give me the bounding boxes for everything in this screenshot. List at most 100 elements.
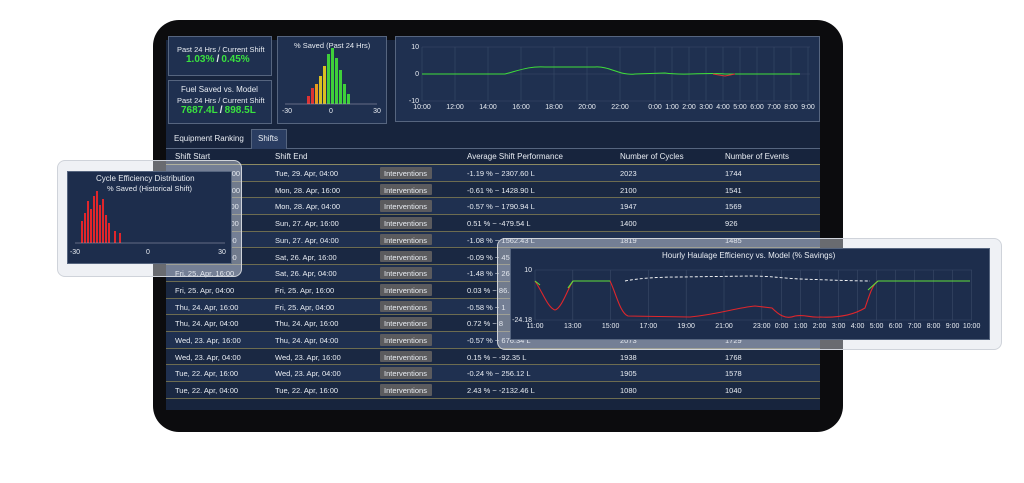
x-tick-label: 30 bbox=[373, 108, 381, 115]
interventions-label[interactable]: Interventions bbox=[384, 386, 427, 396]
column-header: Average Shift Performance bbox=[467, 152, 563, 161]
table-cell: Sun, 27. Apr, 16:00 bbox=[275, 219, 339, 229]
interventions-label[interactable]: Interventions bbox=[384, 319, 427, 329]
interventions-button[interactable] bbox=[380, 183, 432, 196]
interventions-label[interactable]: Interventions bbox=[384, 352, 427, 362]
table-cell: Fri, 25. Apr, 16:00 bbox=[275, 285, 335, 295]
tab[interactable]: Equipment Ranking bbox=[174, 134, 244, 143]
table-cell: -0.58 % ~ 1 bbox=[467, 302, 506, 312]
interventions-label[interactable]: Interventions bbox=[384, 219, 427, 229]
histogram: -30 0 30 bbox=[282, 48, 381, 115]
table-cell: Sat, 26. Apr, 16:00 bbox=[275, 252, 337, 262]
table-cell: 2023 bbox=[620, 169, 637, 178]
interventions-label[interactable]: Interventions bbox=[384, 202, 427, 212]
kpi-title: Fuel Saved vs. Model bbox=[181, 85, 258, 94]
bar bbox=[347, 94, 350, 104]
bar bbox=[87, 201, 89, 243]
bar bbox=[343, 84, 346, 104]
interventions-label[interactable]: Interventions bbox=[384, 285, 427, 295]
x-tick-label: 7:00 bbox=[767, 104, 781, 111]
table-cell: Tue, 29. Apr, 04:00 bbox=[275, 169, 339, 178]
interventions-label[interactable]: Interventions bbox=[384, 185, 427, 195]
interventions-label[interactable]: Interventions bbox=[384, 235, 427, 245]
x-tick-label: 6:00 bbox=[750, 104, 764, 111]
kpi-value: 7687.4L / 898.5L bbox=[181, 105, 256, 116]
interventions-button[interactable] bbox=[380, 250, 432, 263]
y-tick-label: -24.18 bbox=[512, 317, 532, 324]
interventions-button[interactable] bbox=[380, 317, 432, 329]
kpi-subtitle: Past 24 Hrs / Current Shift bbox=[177, 96, 265, 105]
bar bbox=[335, 58, 338, 104]
histogram-bars bbox=[307, 48, 350, 104]
tab-active[interactable] bbox=[251, 129, 287, 149]
x-tick-label: 30 bbox=[218, 249, 226, 256]
table-cell: Mon, 28. Apr, 04:00 bbox=[275, 202, 341, 212]
interventions-button[interactable] bbox=[380, 350, 432, 363]
kpi-value-shift: 0.45% bbox=[221, 54, 250, 65]
x-tick-label: 2:00 bbox=[682, 104, 696, 111]
interventions-button[interactable] bbox=[380, 367, 432, 380]
interventions-label[interactable]: Interventions bbox=[384, 336, 427, 345]
tab[interactable]: Shifts bbox=[258, 134, 279, 143]
table-cell: 1400 bbox=[620, 219, 637, 229]
x-tick-label: 17:00 bbox=[640, 323, 658, 330]
interventions-button[interactable] bbox=[380, 267, 432, 279]
table-cell: 1729 bbox=[725, 336, 742, 345]
interventions-label[interactable]: Interventions bbox=[384, 252, 427, 262]
kpi-value-24h: 1.03% bbox=[186, 54, 215, 65]
column-header: Shift Start bbox=[175, 152, 211, 161]
table-row bbox=[166, 215, 820, 232]
interventions-button[interactable] bbox=[380, 300, 432, 313]
table-cell: 1080 bbox=[620, 386, 637, 396]
interventions-label[interactable]: Interventions bbox=[384, 269, 427, 279]
interventions-label[interactable]: Interventions bbox=[384, 369, 427, 379]
tab-bar bbox=[166, 128, 820, 149]
trend-line-negative bbox=[712, 73, 736, 77]
x-tick-label: 9:00 bbox=[801, 104, 815, 111]
table-row bbox=[166, 165, 820, 182]
table-row bbox=[166, 198, 820, 216]
x-tick-label: 21:00 bbox=[715, 323, 733, 330]
trend-card bbox=[395, 36, 820, 122]
bar bbox=[119, 233, 121, 243]
table-row bbox=[166, 231, 820, 249]
x-tick-label: 9:00 bbox=[946, 323, 960, 330]
interventions-button[interactable] bbox=[380, 217, 432, 229]
table-cell: 2073 bbox=[620, 336, 637, 345]
table-row bbox=[166, 348, 820, 366]
interventions-button[interactable] bbox=[380, 283, 432, 296]
interventions-button[interactable] bbox=[380, 334, 432, 346]
kpi-subtitle: Past 24 Hrs / Current Shift bbox=[177, 45, 265, 54]
interventions-button[interactable] bbox=[380, 167, 432, 179]
interventions-button[interactable] bbox=[380, 200, 432, 213]
interventions-label[interactable]: Interventions bbox=[384, 302, 427, 312]
table-cell: Fri, 25. Apr, 04:00 bbox=[275, 302, 335, 312]
distribution-chart: -30 0 30 bbox=[70, 191, 226, 256]
table-cell: 1819 bbox=[620, 235, 637, 245]
x-tick-label: 4:00 bbox=[716, 104, 730, 111]
x-tick-label: 5:00 bbox=[733, 104, 747, 111]
table-cell: 1768 bbox=[725, 352, 742, 362]
bar bbox=[311, 88, 314, 104]
table-cell: -1.48 % ~ 26 bbox=[467, 269, 510, 279]
x-tick-label: 3:00 bbox=[699, 104, 713, 111]
interventions-label[interactable]: Interventions bbox=[384, 169, 427, 178]
x-tick-label: 11:00 bbox=[527, 323, 544, 330]
table-cell: 926 bbox=[725, 219, 738, 229]
y-tick-label: 0 bbox=[415, 71, 419, 78]
table-cell: 1938 bbox=[620, 352, 637, 362]
kpi-sep: / bbox=[219, 105, 223, 116]
interventions-button[interactable] bbox=[380, 233, 432, 246]
model-line bbox=[624, 275, 871, 282]
table-row bbox=[166, 382, 820, 399]
table-cell: 1541 bbox=[725, 185, 742, 195]
table-row bbox=[166, 181, 820, 199]
interventions-button[interactable] bbox=[380, 384, 432, 396]
table-cell: Fri, 25. Apr, 04:00 bbox=[175, 285, 235, 295]
x-tick-label: 6:00 bbox=[889, 323, 903, 330]
x-tick-label: -30 bbox=[70, 249, 80, 256]
x-tick-label: 14:00 bbox=[479, 104, 497, 111]
x-tick-label: 5:00 bbox=[870, 323, 884, 330]
y-tick-label: -10 bbox=[409, 98, 419, 105]
